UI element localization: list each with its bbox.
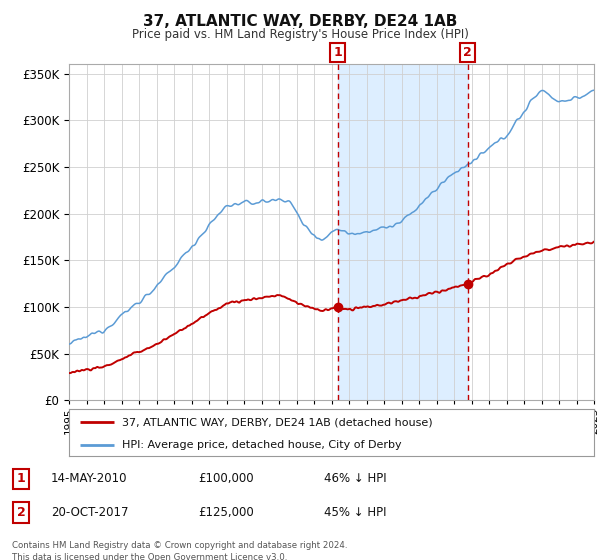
Text: 2: 2 <box>17 506 25 519</box>
Text: 1: 1 <box>17 472 25 486</box>
Text: 46% ↓ HPI: 46% ↓ HPI <box>324 472 386 486</box>
Text: Contains HM Land Registry data © Crown copyright and database right 2024.
This d: Contains HM Land Registry data © Crown c… <box>12 541 347 560</box>
Text: 37, ATLANTIC WAY, DERBY, DE24 1AB (detached house): 37, ATLANTIC WAY, DERBY, DE24 1AB (detac… <box>121 417 432 427</box>
Text: 2: 2 <box>463 46 472 59</box>
Text: £125,000: £125,000 <box>198 506 254 519</box>
Text: 45% ↓ HPI: 45% ↓ HPI <box>324 506 386 519</box>
Text: £100,000: £100,000 <box>198 472 254 486</box>
Text: 37, ATLANTIC WAY, DERBY, DE24 1AB: 37, ATLANTIC WAY, DERBY, DE24 1AB <box>143 14 457 29</box>
Text: 14-MAY-2010: 14-MAY-2010 <box>51 472 128 486</box>
Text: 20-OCT-2017: 20-OCT-2017 <box>51 506 128 519</box>
Text: HPI: Average price, detached house, City of Derby: HPI: Average price, detached house, City… <box>121 440 401 450</box>
Text: Price paid vs. HM Land Registry's House Price Index (HPI): Price paid vs. HM Land Registry's House … <box>131 28 469 41</box>
Bar <box>338 64 468 400</box>
Text: 1: 1 <box>334 46 343 59</box>
